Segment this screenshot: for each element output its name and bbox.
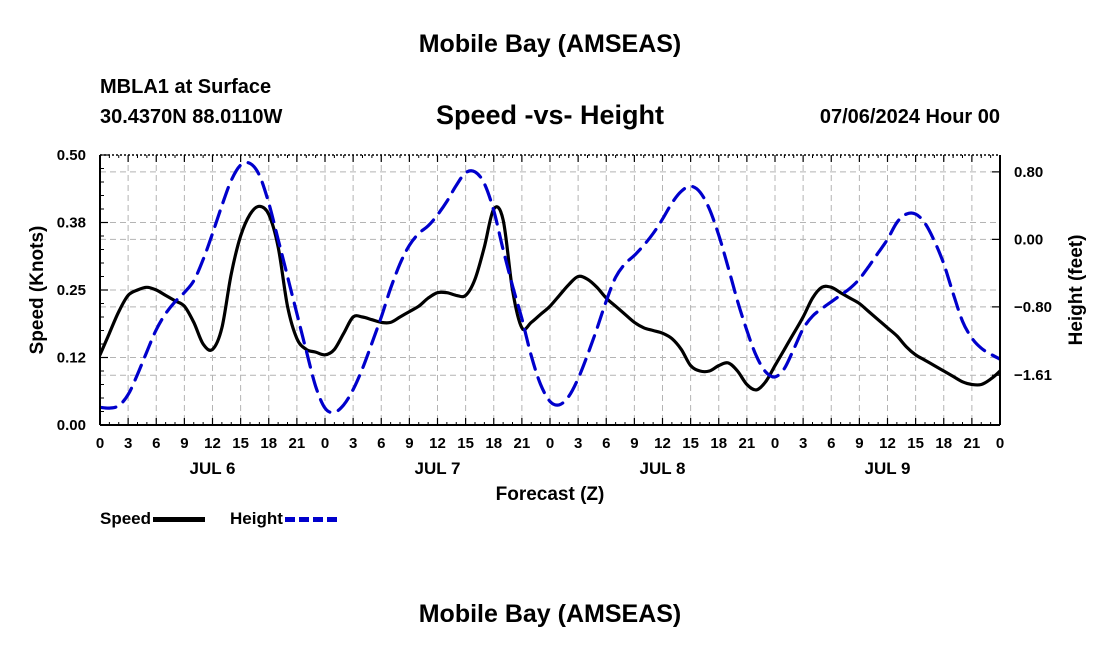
x-tick-label: 15 [907,435,924,452]
height-series-line [100,160,1000,415]
footer-title: Mobile Bay (AMSEAS) [418,600,682,628]
main-title: Mobile Bay (AMSEAS) [418,30,682,58]
chart-title: Speed -vs- Height [435,100,665,130]
x-tick-label: 15 [232,435,249,452]
day-label: JUL 6 [190,459,236,478]
y-right-tick-label: 0.00 [1014,231,1043,248]
y-left-tick-label: 0.25 [57,282,86,299]
y-right-tick-label: 0.80 [1014,164,1043,181]
x-tick-label: 12 [879,435,896,452]
x-tick-label: 18 [935,435,952,452]
x-tick-label: 0 [546,435,554,452]
x-tick-label: 21 [964,435,981,452]
speed-series-line [100,204,1000,392]
x-tick-label: 3 [799,435,807,452]
station-coordinates: 30.4370N 88.0110W [100,106,283,128]
x-tick-label: 21 [514,435,531,452]
day-label: JUL 9 [865,459,911,478]
x-tick-label: 15 [457,435,474,452]
y-left-tick-label: 0.12 [57,350,86,367]
x-tick-label: 3 [349,435,357,452]
x-tick-label: 12 [429,435,446,452]
x-tick-label: 6 [152,435,160,452]
x-tick-label: 15 [682,435,699,452]
legend-height-swatch [284,516,337,522]
y-right-axis-title: Height (feet) [1066,235,1087,346]
x-tick-label: 0 [996,435,1004,452]
legend-speed: Speed [100,509,206,529]
station-name: MBLA1 at Surface [100,76,272,98]
y-right-tick-label: −1.61 [1014,367,1052,384]
x-tick-label: 9 [180,435,188,452]
y-right-tick-label: −0.80 [1014,299,1052,316]
day-label: JUL 7 [415,459,461,478]
x-tick-label: 0 [321,435,329,452]
x-tick-label: 0 [96,435,104,452]
x-tick-label: 21 [289,435,306,452]
y-left-axis-title: Speed (Knots) [27,226,48,355]
forecast-datetime: 07/06/2024 Hour 00 [819,106,1000,128]
x-tick-label: 6 [602,435,610,452]
day-label: JUL 8 [640,459,686,478]
x-tick-label: 18 [710,435,727,452]
x-tick-label: 12 [204,435,221,452]
y-left-tick-label: 0.00 [57,417,86,434]
x-tick-label: 21 [739,435,756,452]
legend-height-label: Height [230,509,283,528]
y-left-tick-label: 0.50 [57,147,86,164]
x-axis-title: Forecast (Z) [496,484,605,505]
x-tick-label: 3 [574,435,582,452]
x-tick-label: 12 [654,435,671,452]
x-tick-label: 18 [260,435,277,452]
x-tick-label: 9 [630,435,638,452]
legend-speed-swatch [153,516,206,522]
x-tick-label: 6 [377,435,385,452]
legend-height: Height [230,509,337,529]
x-tick-label: 6 [827,435,835,452]
x-tick-label: 9 [855,435,863,452]
legend-speed-label: Speed [100,509,152,528]
x-tick-label: 3 [124,435,132,452]
y-left-tick-label: 0.38 [57,215,86,232]
x-tick-label: 0 [771,435,779,452]
x-tick-label: 9 [405,435,413,452]
x-tick-label: 18 [485,435,502,452]
